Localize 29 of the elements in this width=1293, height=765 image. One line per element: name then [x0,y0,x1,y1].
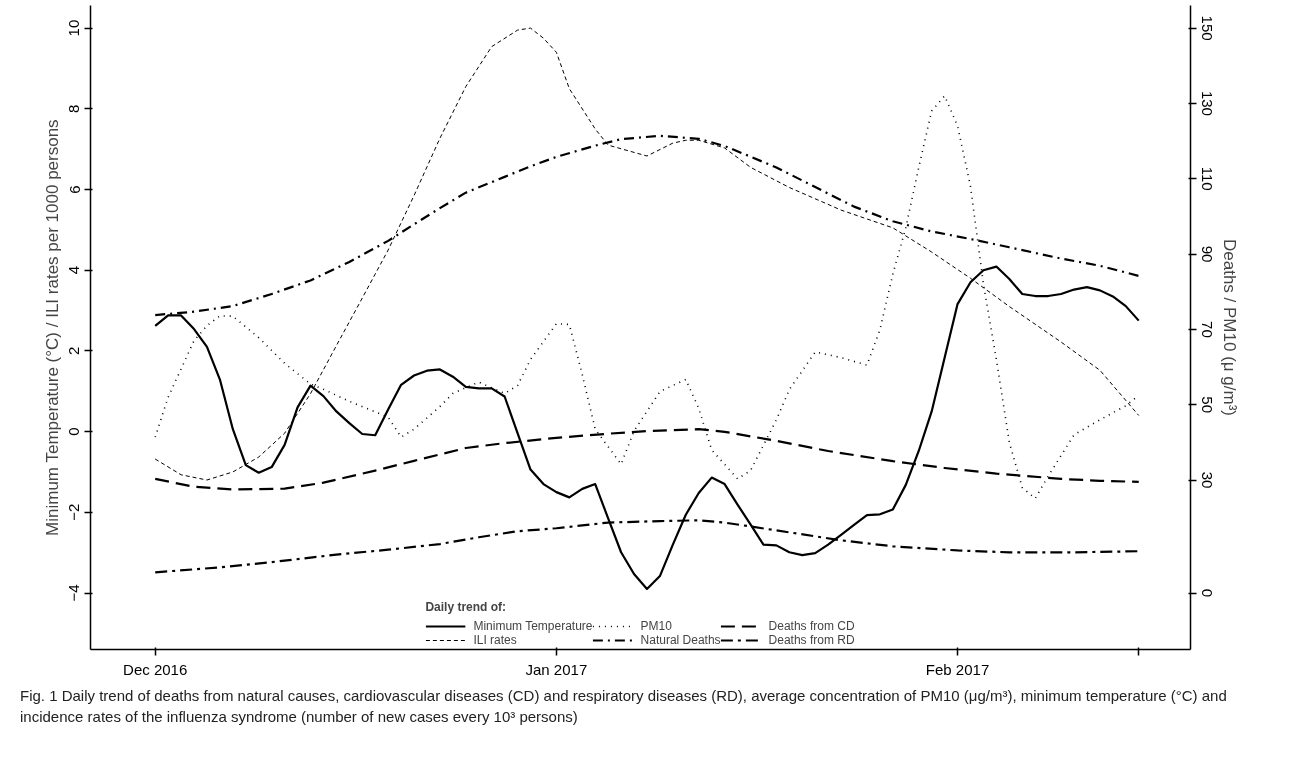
y-tick-label: −4 [65,584,83,602]
y2-tick-label: 0 [1198,588,1216,598]
y2-axis-title: Deaths / PM10 (μ g/m³) [1219,239,1239,417]
y-axis-title: Minimum Temperature (°C) / ILI rates per 1000 persons [42,119,62,536]
x-tick-label: Dec 2016 [123,660,188,678]
y2-tick-label: 150 [1198,15,1216,41]
legend-label: Minimum Temperature [473,619,593,633]
legend-label: Deaths from RD [768,633,855,647]
y2-tick-label: 70 [1198,321,1216,338]
y2-tick-label: 110 [1198,166,1216,191]
y-tick-label: 2 [65,346,83,356]
legend-label: Deaths from CD [768,619,855,633]
x-tick-label: Jan 2017 [525,660,588,678]
y-tick-label: 8 [65,104,83,113]
legend-label: ILI rates [473,633,517,647]
legend-label: Natural Deaths [640,633,721,647]
x-tick-label: Feb 2017 [925,660,990,678]
legend-label: PM10 [640,619,672,633]
y-tick-label: 6 [65,185,83,194]
caption: Fig. 1 Daily trend of deaths from natural causes, cardiovascular diseases (CD) and respiratory diseases (RD), average concentration of PM10 (μg/m³), minimum temperature (°C) and incidence rates of the influenza syndrome (number of new cases every 10³ persons) [20,686,1228,728]
y2-tick-label: 90 [1198,245,1216,263]
y-tick-label: −2 [65,503,83,521]
y2-tick-label: 50 [1198,396,1216,414]
y-tick-label: 0 [65,427,83,436]
y-tick-label: 4 [65,266,83,275]
legend-title: Daily trend of: [425,600,508,614]
y2-tick-label: 30 [1198,471,1216,489]
y2-tick-label: 130 [1198,90,1216,116]
y-tick-label: 10 [65,19,83,37]
